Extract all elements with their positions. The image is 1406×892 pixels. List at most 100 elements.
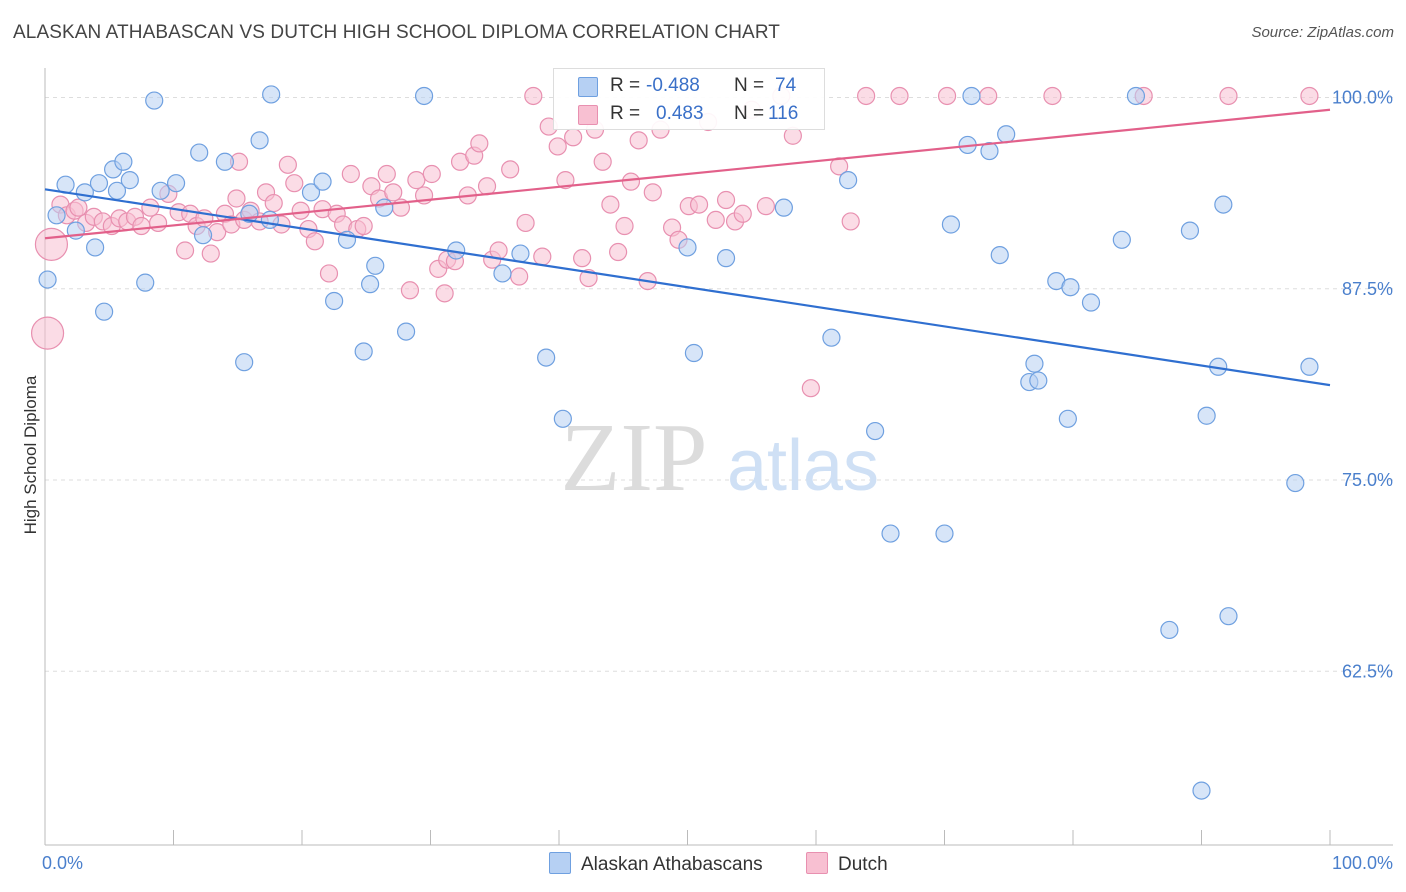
athabascan-point[interactable] <box>38 270 57 289</box>
dutch-point[interactable] <box>573 249 592 268</box>
athabascan-point[interactable] <box>95 302 114 321</box>
dutch-point[interactable] <box>227 189 246 208</box>
dutch-point[interactable] <box>477 177 497 196</box>
dutch-point[interactable] <box>291 201 310 220</box>
athabascan-point[interactable] <box>1112 230 1131 249</box>
athabascan-point[interactable] <box>414 86 434 106</box>
athabascan-point[interactable] <box>1214 195 1233 214</box>
dutch-point[interactable] <box>305 232 324 251</box>
dutch-point[interactable] <box>435 284 454 303</box>
athabascan-point[interactable] <box>114 152 133 171</box>
athabascan-point[interactable] <box>678 238 697 257</box>
athabascan-point[interactable] <box>354 342 373 361</box>
legend-item-dutch[interactable]: Dutch <box>806 852 888 876</box>
dutch-point[interactable] <box>278 155 297 174</box>
dutch-point[interactable] <box>400 281 420 300</box>
athabascan-point[interactable] <box>774 198 793 217</box>
dutch-point[interactable] <box>341 164 360 184</box>
dutch-point[interactable] <box>354 216 373 236</box>
dutch-point[interactable] <box>516 213 535 233</box>
athabascan-point[interactable] <box>553 409 572 428</box>
athabascan-point[interactable] <box>151 181 170 200</box>
athabascan-point[interactable] <box>941 215 961 234</box>
athabascan-point[interactable] <box>136 273 155 292</box>
dutch-point[interactable] <box>801 379 820 398</box>
athabascan-point[interactable] <box>325 291 344 311</box>
athabascan-point[interactable] <box>1061 278 1080 297</box>
athabascan-point[interactable] <box>193 226 213 245</box>
dutch-point[interactable] <box>1043 86 1062 106</box>
athabascan-point[interactable] <box>1081 293 1101 312</box>
dutch-point[interactable] <box>377 164 396 184</box>
athabascan-point[interactable] <box>1197 406 1216 425</box>
athabascan-point[interactable] <box>215 152 234 171</box>
dutch-point[interactable] <box>510 267 529 286</box>
dutch-point[interactable] <box>890 86 909 106</box>
athabascan-point[interactable] <box>86 238 105 257</box>
dutch-point[interactable] <box>609 242 628 262</box>
athabascan-point[interactable] <box>120 171 139 190</box>
athabascan-point[interactable] <box>1160 620 1179 640</box>
dutch-point[interactable] <box>629 131 648 150</box>
dutch-point[interactable] <box>621 172 641 191</box>
athabascan-point[interactable] <box>1192 781 1211 800</box>
dutch-point[interactable] <box>937 86 957 106</box>
dutch-point[interactable] <box>69 198 88 217</box>
legend-item-athabascan[interactable]: Alaskan Athabascans <box>549 852 763 876</box>
dutch-point[interactable] <box>148 213 168 233</box>
dutch-point[interactable] <box>470 134 489 153</box>
athabascan-point[interactable] <box>396 322 416 341</box>
athabascan-point[interactable] <box>866 421 885 441</box>
athabascan-point[interactable] <box>822 328 841 347</box>
athabascan-point[interactable] <box>935 524 954 543</box>
dutch-point[interactable] <box>407 171 426 190</box>
athabascan-point[interactable] <box>250 131 269 150</box>
dutch-point[interactable] <box>175 241 195 260</box>
dutch-point[interactable] <box>1219 86 1238 106</box>
athabascan-point[interactable] <box>997 125 1016 144</box>
dutch-point[interactable] <box>979 86 998 106</box>
athabascan-point[interactable] <box>313 172 332 191</box>
athabascan-point[interactable] <box>881 524 900 543</box>
athabascan-point[interactable] <box>1126 86 1146 106</box>
dutch-point[interactable] <box>556 171 575 190</box>
dutch-point[interactable] <box>533 247 552 266</box>
athabascan-point[interactable] <box>962 86 981 106</box>
dutch-point[interactable] <box>524 86 543 106</box>
dutch-point[interactable] <box>716 190 736 210</box>
dutch-point[interactable] <box>548 137 567 156</box>
athabascan-point[interactable] <box>260 210 279 229</box>
dutch-point[interactable] <box>264 193 283 213</box>
dutch-point[interactable] <box>643 183 662 202</box>
athabascan-point[interactable] <box>990 245 1009 265</box>
athabascan-point[interactable] <box>493 264 512 283</box>
dutch-point[interactable] <box>841 212 860 231</box>
athabascan-point[interactable] <box>361 275 380 294</box>
athabascan-point[interactable] <box>262 85 281 104</box>
athabascan-point[interactable] <box>1219 607 1238 626</box>
dutch-point[interactable] <box>132 216 151 236</box>
athabascan-point[interactable] <box>1300 357 1319 376</box>
athabascan-point[interactable] <box>235 353 254 372</box>
dutch-point[interactable] <box>201 244 220 263</box>
athabascan-point[interactable] <box>716 249 736 268</box>
athabascan-point[interactable] <box>537 348 556 367</box>
dutch-point[interactable] <box>564 128 583 147</box>
dutch-point[interactable] <box>141 198 160 217</box>
dutch-point[interactable] <box>285 174 304 193</box>
athabascan-point[interactable] <box>47 206 66 225</box>
dutch-point[interactable] <box>706 210 725 229</box>
athabascan-point[interactable] <box>1025 354 1044 373</box>
athabascan-point[interactable] <box>366 256 385 275</box>
athabascan-point[interactable] <box>1180 221 1200 240</box>
athabascan-point[interactable] <box>1286 473 1305 493</box>
dutch-point[interactable] <box>689 195 709 214</box>
athabascan-point[interactable] <box>190 143 209 162</box>
dutch-point[interactable] <box>601 195 620 214</box>
dutch-point[interactable] <box>593 152 612 171</box>
athabascan-point[interactable] <box>145 91 164 110</box>
athabascan-point[interactable] <box>511 244 530 263</box>
athabascan-point[interactable] <box>1029 371 1048 390</box>
dutch-point[interactable] <box>857 86 876 106</box>
athabascan-point[interactable] <box>301 183 321 202</box>
